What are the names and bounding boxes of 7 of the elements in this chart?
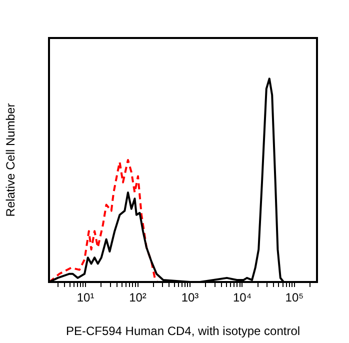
x-tick-label: 10⁵ (285, 290, 304, 305)
x-tick-label: 10³ (181, 290, 199, 305)
y-axis-title: Relative Cell Number (4, 103, 18, 217)
x-tick-label: 10¹ (76, 290, 94, 305)
x-axis-title: PE-CF594 Human CD4, with isotype control (66, 324, 300, 338)
x-tick-label: 10² (129, 290, 146, 305)
x-tick-label: 10⁴ (232, 290, 252, 305)
